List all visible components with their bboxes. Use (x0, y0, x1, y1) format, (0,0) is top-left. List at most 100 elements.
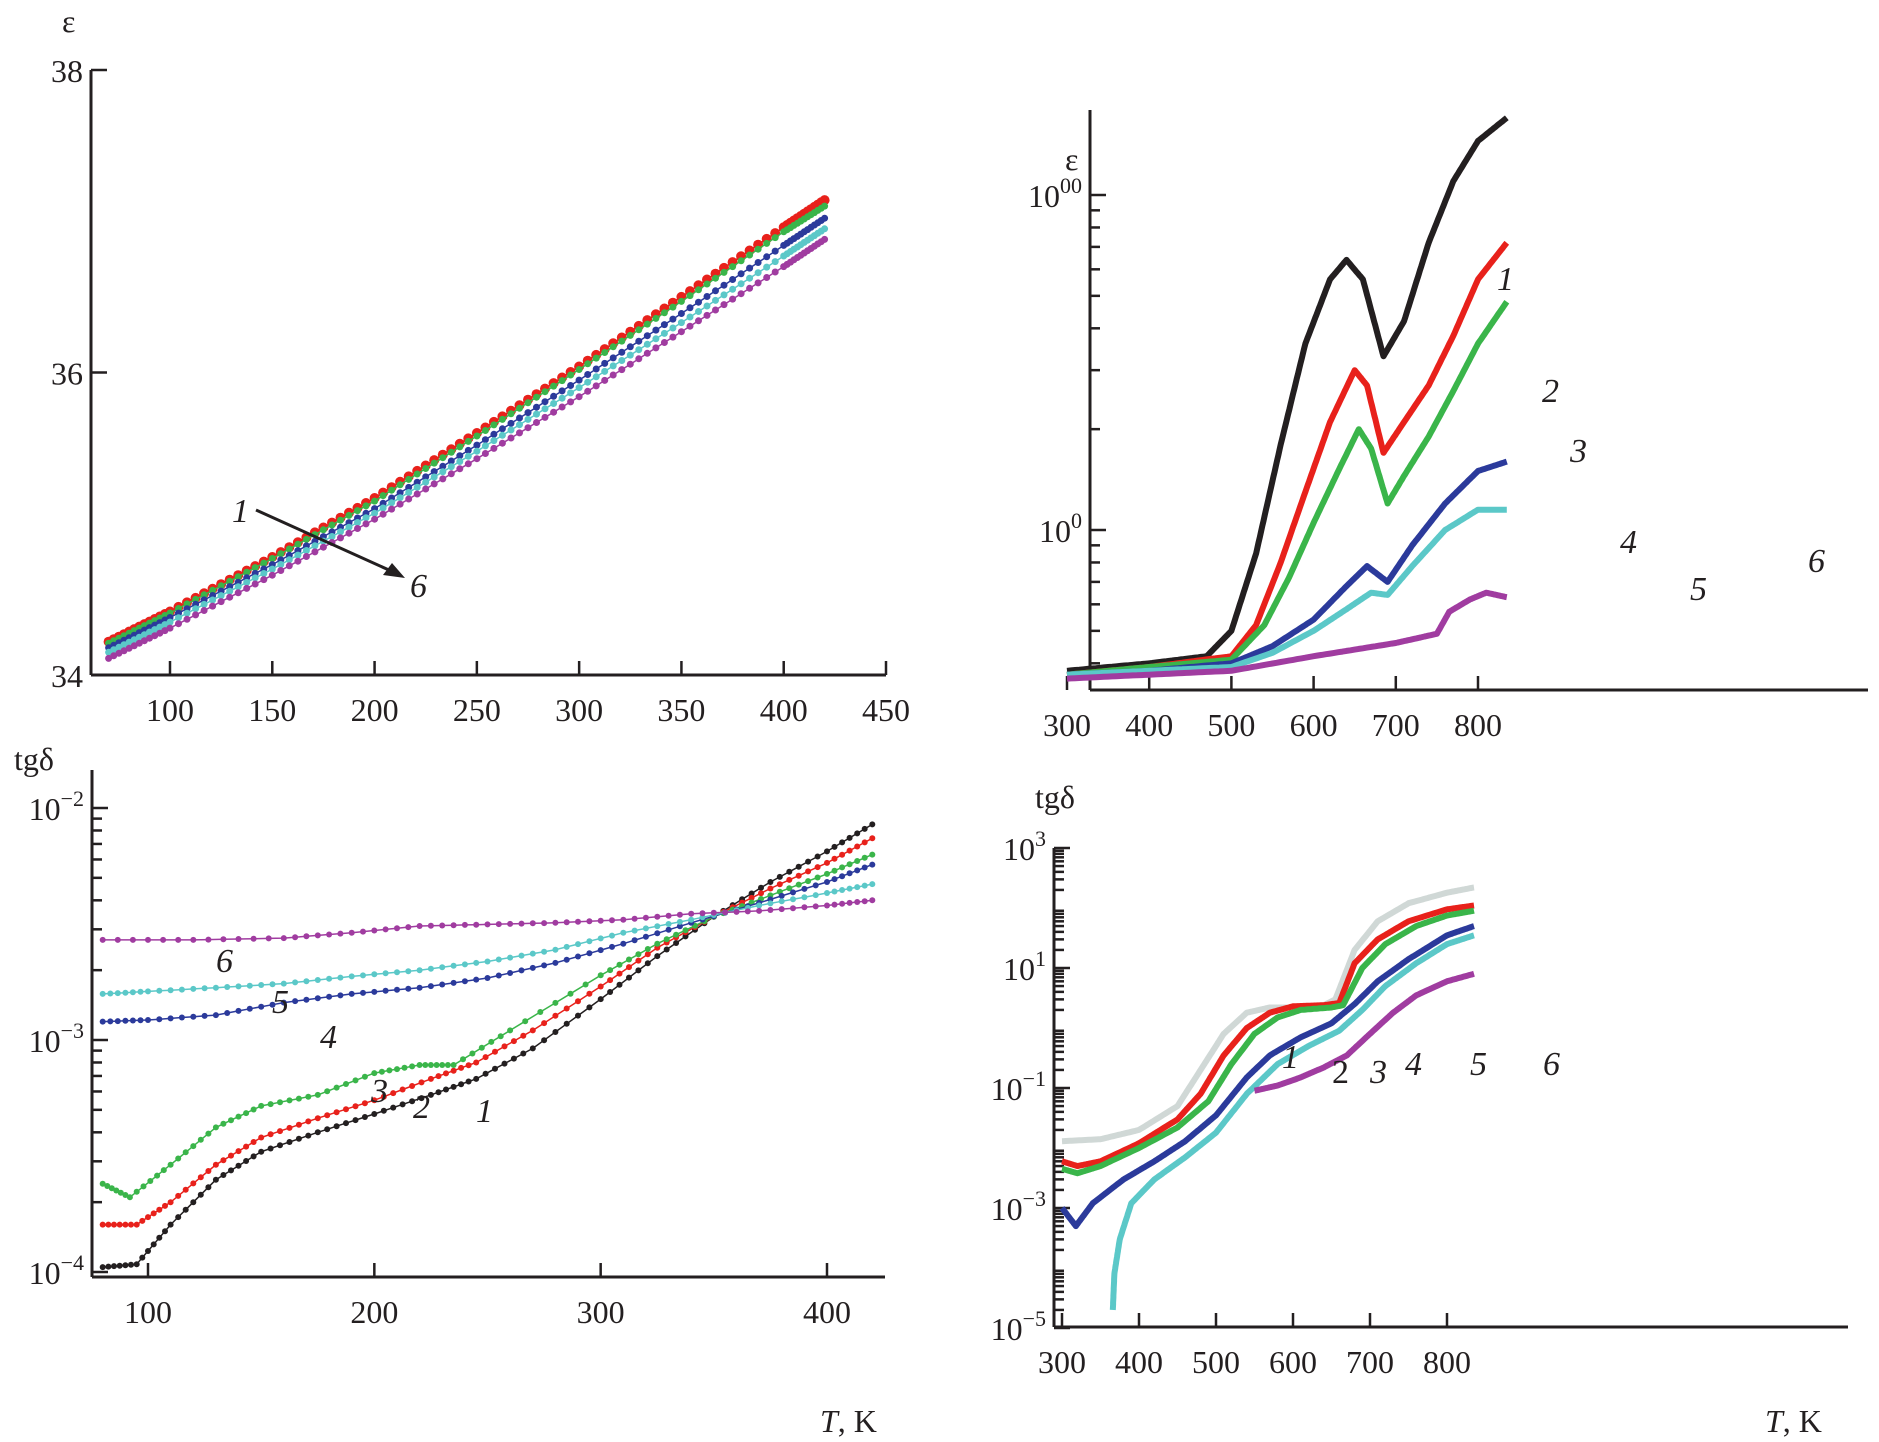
top-left-series-6-point (703, 311, 711, 319)
top-left-series-5-point (652, 335, 660, 343)
bottom-left-series-6-point (597, 917, 604, 924)
bottom-left-series-2-point (314, 1115, 321, 1122)
bl-y-axis-title: tgδ (14, 741, 54, 777)
top-right-series-6-line (1066, 589, 1509, 682)
bottom-right-y-tick-label: 10−5 (991, 1306, 1046, 1347)
top-left-series-6-point (524, 424, 532, 432)
bottom-left-series-2-point (563, 1005, 570, 1012)
top-left-series-4-point (413, 478, 421, 486)
bottom-left-series-3-point (182, 1149, 189, 1156)
top-left-series-3-point (234, 573, 242, 581)
top-left-series-3-point (686, 292, 694, 300)
bottom-left-series-1-point (673, 940, 680, 946)
bottom-left-series-1-point (795, 863, 802, 870)
bottom-left-series-2-point (333, 1109, 340, 1116)
bottom-left-series-6-point (160, 936, 167, 943)
bottom-left-series-5-point (235, 983, 242, 990)
top-left-series-3-point (567, 371, 575, 379)
bottom-left-series-4-point (790, 889, 796, 896)
tl-y-axis-title: ε (62, 3, 75, 39)
bottom-left-series-3-point (267, 1101, 274, 1108)
bottom-left-series-5-point (348, 973, 355, 980)
bottom-left-series-6-point (337, 930, 344, 937)
bottom-left-series-1-point (212, 1176, 219, 1183)
bottom-left-series-1-point (286, 1139, 293, 1145)
bottom-left-series-6-point (145, 936, 151, 943)
bottom-left-series-1-point (607, 989, 614, 995)
bottom-left-series-1-point (182, 1206, 189, 1213)
top-left-series-6-point (609, 371, 617, 379)
top-left-series-4-point (643, 332, 651, 340)
bottom-left-series-1-point (758, 884, 764, 891)
bottom-left-series-6-point (473, 921, 480, 928)
bottom-left-series-3-point (126, 1194, 133, 1201)
top-left-series-4-point (473, 441, 481, 449)
bottom-left-series-6-point (831, 901, 838, 908)
tr-curve-label-1: 1 (1497, 261, 1514, 298)
top-left-series-6-point (251, 580, 259, 588)
top-left-series-5-point (337, 528, 344, 536)
top-left-series-4-point (456, 452, 464, 460)
top-left-series-5-point (345, 523, 353, 531)
top-left-series-5-point (609, 362, 617, 370)
bottom-left-series-1-point (663, 946, 670, 953)
top-left-series-3-point (703, 280, 711, 288)
bottom-left-series-2-point (501, 1043, 508, 1050)
bottom-left-y-tick-label: 10−4 (29, 1250, 84, 1291)
top-right-x-tick-label: 700 (1372, 707, 1420, 743)
top-left-series-3-point (277, 550, 285, 558)
bottom-left-series-1-point (748, 890, 755, 897)
top-left-series-3-point (771, 234, 779, 242)
top-left-series-5-point (729, 285, 737, 293)
top-left-series-6-point (652, 344, 660, 352)
bottom-left-series-2-point (597, 983, 604, 990)
top-left-series-3-point (609, 343, 617, 351)
top-left-series-6-point (677, 328, 685, 336)
top-left-series-6-point (319, 543, 327, 551)
bottom-left-series-5-point (461, 961, 468, 968)
bottom-left-series-4-point (642, 933, 649, 940)
bottom-left-series-6-point (360, 928, 366, 935)
top-left-series-3-point (388, 486, 396, 494)
bottom-right-series-5-line (1109, 932, 1476, 1312)
bottom-left-series-4-point (473, 976, 480, 983)
top-left-series-4-point (524, 409, 532, 417)
bottom-left-series-4-point (303, 996, 310, 1003)
top-left-series-3-point (524, 399, 532, 407)
bottom-left-series-1-point (767, 879, 774, 885)
top-left-series-3-point (473, 432, 481, 440)
bottom-left-series-3-point (537, 1009, 544, 1015)
top-left-series-6-point (584, 387, 592, 395)
bottom-left-series-5-point (790, 896, 796, 903)
top-left-series-4-point (626, 343, 634, 351)
top-left-series-5-point (720, 291, 728, 299)
bottom-left-series-5-point (258, 982, 265, 988)
bottom-left-series-1-point (162, 1228, 168, 1235)
top-left-series-4-point (729, 276, 737, 283)
top-left-series-6-point (166, 624, 174, 632)
bottom-left-series-2-point (767, 885, 774, 892)
top-left-series-3-point (226, 577, 234, 585)
bottom-left-series-5-point (861, 882, 868, 889)
bottom-left-series-2-point (409, 1083, 416, 1089)
bottom-left-series-5-point (642, 925, 649, 932)
top-left-series-6-point (285, 562, 293, 570)
top-left-series-6-point (405, 495, 413, 503)
bottom-left-series-6-point (631, 915, 638, 922)
bottom-left-series-1-point (427, 1091, 434, 1098)
bottom-left-series-1-point (443, 1086, 449, 1093)
panel-top-left-epsilon-low-temp: 100 150 200 250 300 350 400 450 34 36 38 (51, 53, 910, 728)
bottom-left-series-6-point (790, 905, 796, 912)
top-left-series-3-point (533, 393, 540, 401)
bottom-left-series-2-point (854, 843, 861, 850)
top-left-series-6-point (226, 593, 234, 601)
bottom-left-series-4-point (439, 981, 446, 988)
bottom-right-series-3-line (1059, 907, 1476, 1177)
top-left-series-4-point (771, 247, 779, 255)
top-left-series-6-point (746, 284, 754, 292)
bottom-left-series-1-point (250, 1153, 257, 1160)
bottom-left-series-3-point (250, 1106, 257, 1113)
top-left-series-6-point (686, 322, 694, 330)
top-left-series-6-point (337, 534, 344, 542)
